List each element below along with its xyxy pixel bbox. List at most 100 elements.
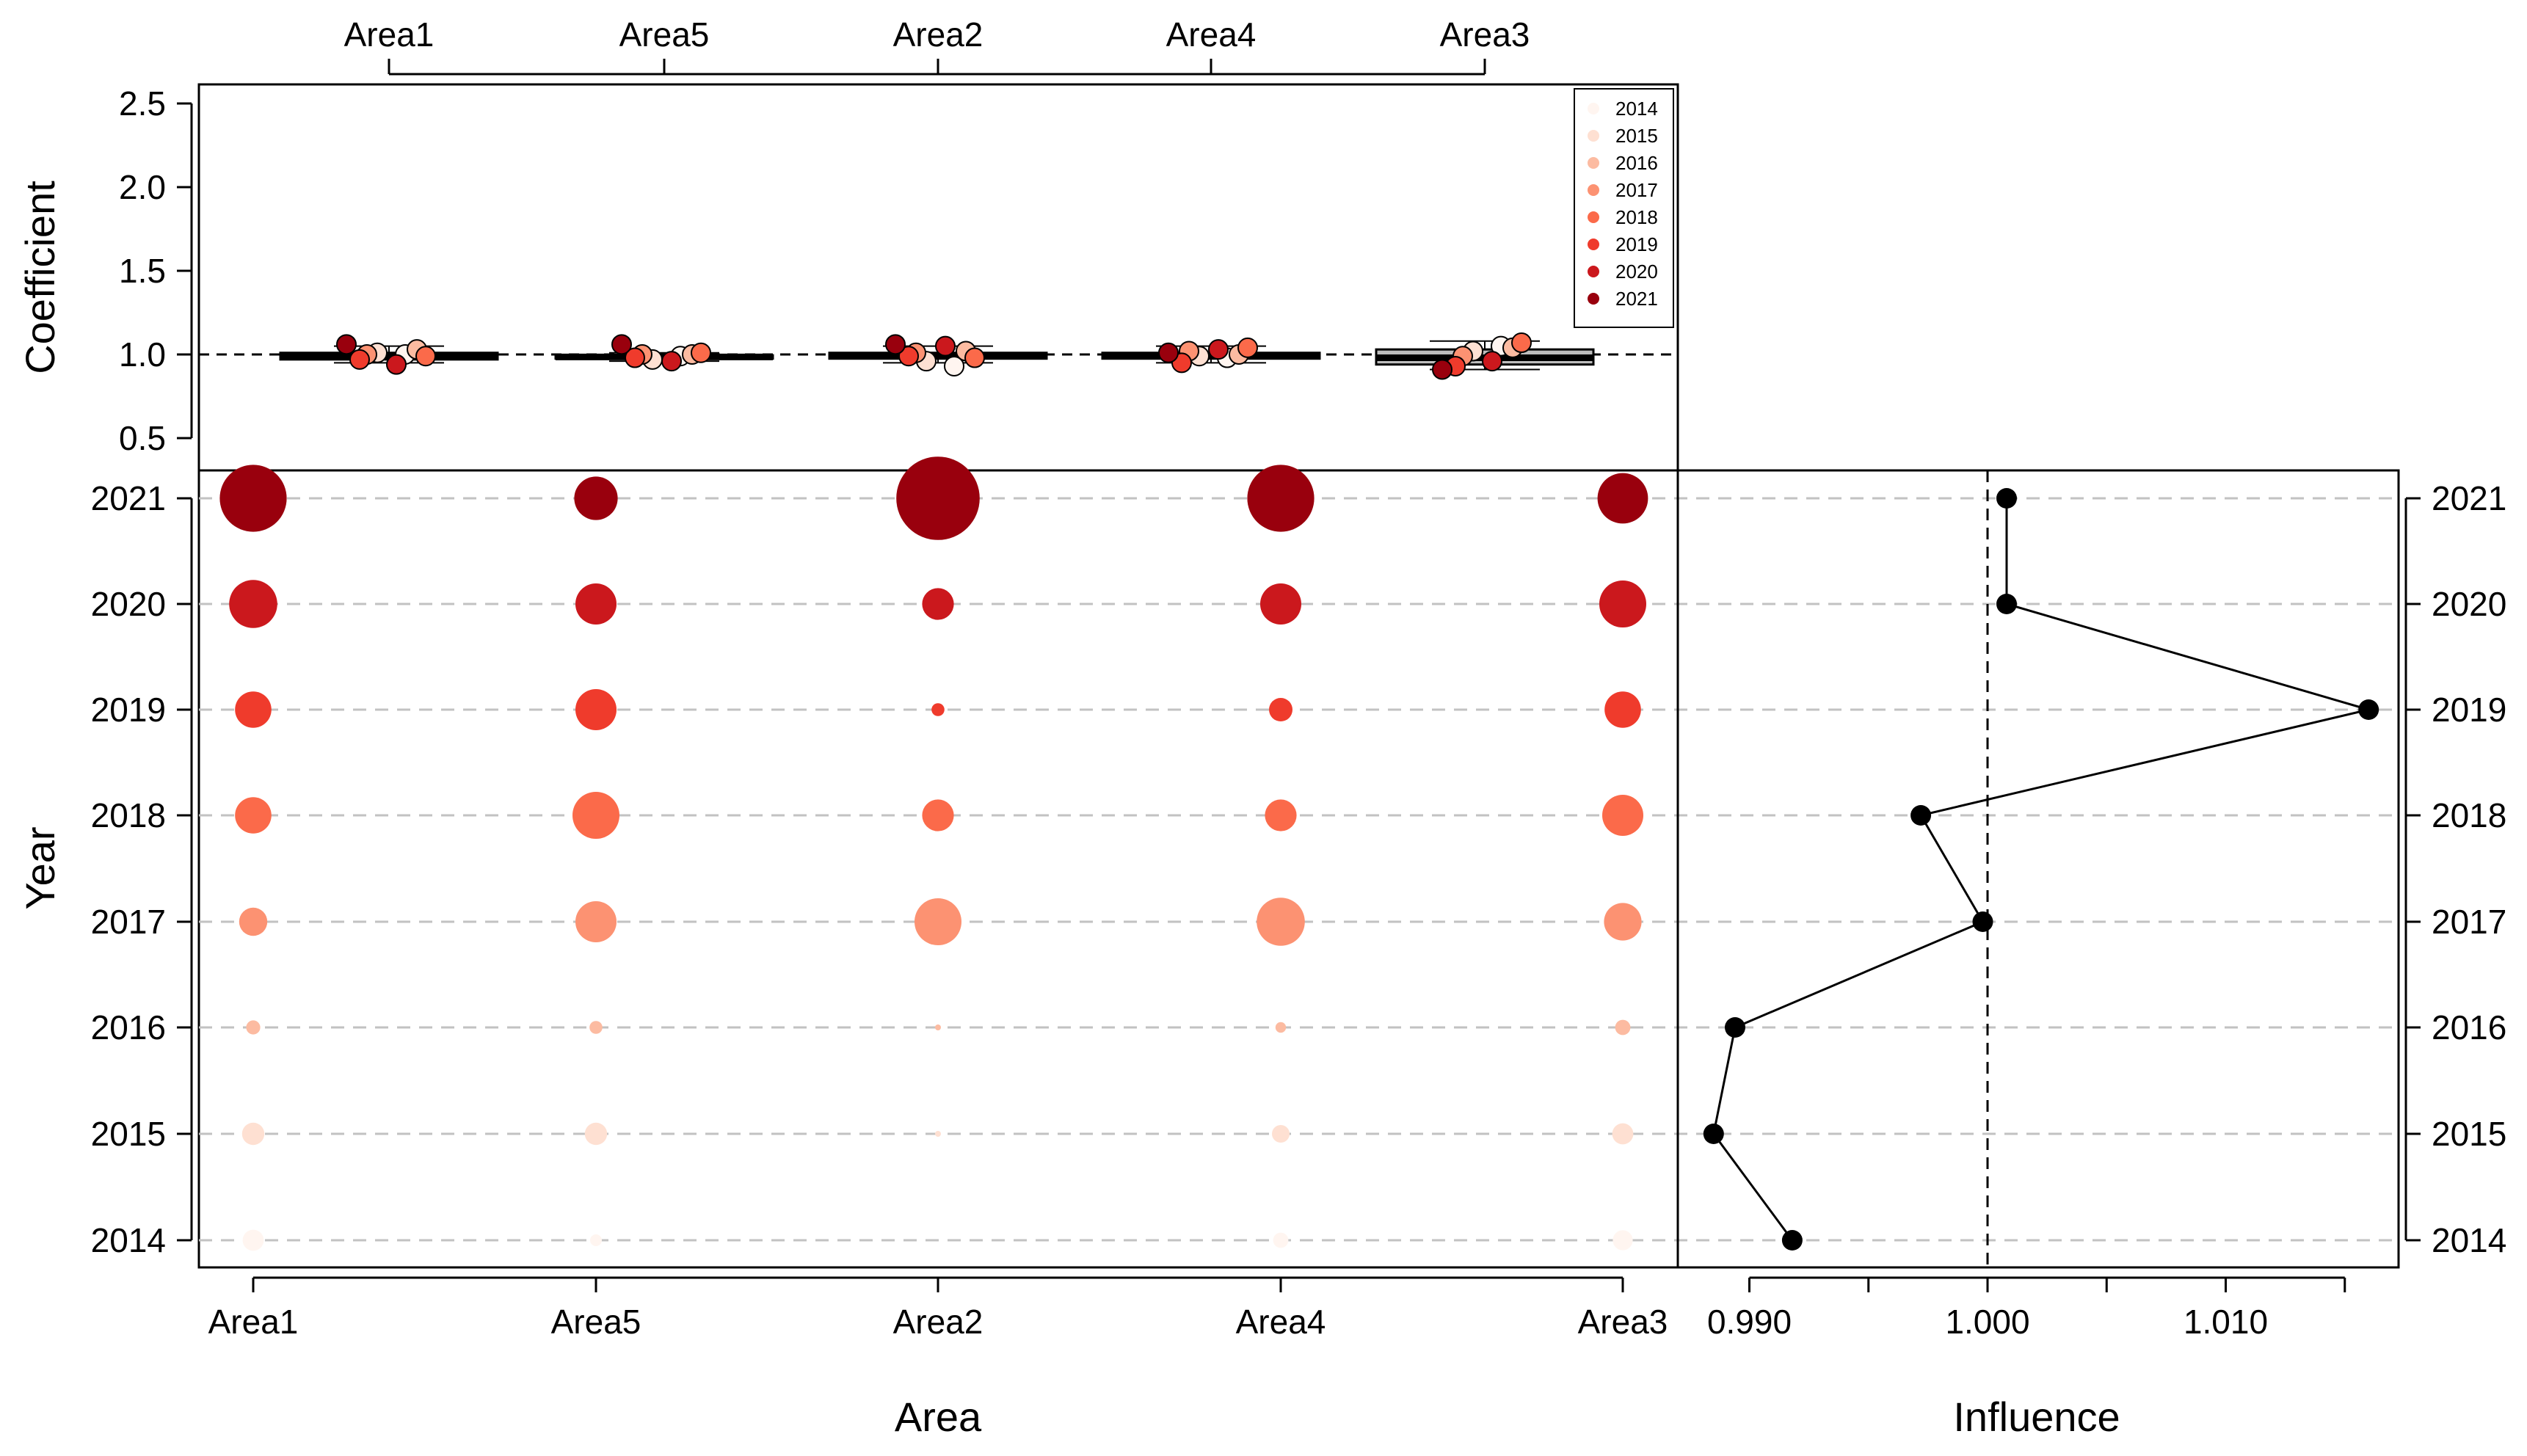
influence-point <box>1725 1017 1745 1038</box>
year-tick-label: 2018 <box>91 796 166 834</box>
area-tick-label: Area2 <box>893 1303 983 1341</box>
area-tick-label: Area4 <box>1236 1303 1326 1341</box>
coefficient-point <box>1237 337 1258 358</box>
coefficient-point <box>691 342 711 363</box>
coefficient-point <box>1482 351 1502 372</box>
influence-point <box>1972 911 1993 932</box>
bubble <box>1597 473 1648 524</box>
bubble <box>239 907 268 936</box>
bubble <box>590 1234 602 1246</box>
coefficient-panel: 0.5 1.0 1.5 2.0 2.5 Coefficient Area1 Area5 Area… <box>17 15 1679 472</box>
influence-point <box>2358 699 2379 720</box>
right-year-tick-label: 2021 <box>2432 479 2506 517</box>
bubble <box>241 1122 265 1146</box>
bubble <box>915 898 961 945</box>
coefficient-point <box>1511 332 1532 354</box>
top-x-tick-label: Area4 <box>1166 15 1257 54</box>
year-axis-title: Year <box>17 826 63 909</box>
bubble <box>1612 1123 1634 1145</box>
influence-x-tick-label: 0.990 <box>1707 1303 1792 1341</box>
coefficient-point <box>625 347 645 368</box>
right-year-tick-label: 2014 <box>2432 1221 2506 1259</box>
bubble <box>246 1020 261 1035</box>
bubble <box>1604 691 1641 728</box>
influence-point <box>1781 1230 1803 1251</box>
legend-swatch <box>1588 103 1599 114</box>
bubble <box>242 1229 264 1251</box>
area-tick-label: Area5 <box>551 1303 641 1341</box>
area-axis-title: Area <box>895 1394 982 1440</box>
bubble <box>1272 1125 1290 1143</box>
bubble <box>896 456 980 540</box>
influence-line <box>1712 498 2374 1241</box>
coefficient-point <box>885 334 906 355</box>
coefficient-point <box>964 347 985 368</box>
bubble <box>931 703 945 716</box>
legend-swatch <box>1588 157 1599 169</box>
bubble <box>575 583 617 625</box>
right-year-tick-label: 2019 <box>2432 691 2506 729</box>
year-tick-label: 2017 <box>91 903 166 941</box>
legend-swatch <box>1588 130 1599 142</box>
bubble <box>1612 1230 1633 1251</box>
bubble <box>1615 1019 1631 1035</box>
influence-x-tick-label: 1.000 <box>1945 1303 2029 1341</box>
legend-label: 2017 <box>1615 179 1658 201</box>
legend-swatch <box>1588 211 1599 223</box>
bubble <box>1599 580 1646 627</box>
legend-label: 2019 <box>1615 233 1658 255</box>
bubble <box>584 1122 608 1146</box>
top-x-tick-label: Area2 <box>893 15 983 54</box>
bubble-panel: 2014 2015 2016 2017 2018 2019 2020 2021 Year Area… <box>17 456 2399 1440</box>
coefficient-point <box>935 335 956 357</box>
bubble <box>1257 898 1305 946</box>
coefficient-point <box>661 351 682 372</box>
bubble <box>1265 799 1297 831</box>
year-tick-label: 2015 <box>91 1115 166 1153</box>
influence-axis-title: Influence <box>1953 1394 2120 1440</box>
top-x-tick-label: Area1 <box>344 15 435 54</box>
legend-label: 2020 <box>1615 261 1658 283</box>
bubble <box>1602 795 1643 836</box>
right-year-tick-label: 2020 <box>2432 585 2506 623</box>
year-tick-label: 2019 <box>91 691 166 729</box>
bubble <box>572 792 619 839</box>
coefficient-point <box>611 334 632 355</box>
influence-point <box>1996 488 2017 509</box>
influence-frame <box>1676 469 2400 1269</box>
right-year-tick-label: 2017 <box>2432 903 2506 941</box>
bubble <box>922 799 954 831</box>
coefficient-point <box>336 334 357 355</box>
influence-point <box>1996 594 2017 614</box>
bubble <box>1260 583 1301 625</box>
bubble <box>235 797 272 834</box>
bubble <box>922 588 954 620</box>
bubble <box>575 901 617 942</box>
influence-x-tick-label: 1.010 <box>2184 1303 2268 1341</box>
top-x-tick-label: Area3 <box>1440 15 1530 54</box>
bubble <box>1247 465 1315 532</box>
coefficient-point <box>1432 359 1452 380</box>
coefficient-y-tick-label: 2.0 <box>119 168 166 206</box>
right-year-tick-label: 2015 <box>2432 1115 2506 1153</box>
coefficient-point <box>898 346 919 367</box>
coefficient-point <box>349 349 370 370</box>
bubble <box>574 476 618 520</box>
bubble <box>235 691 272 728</box>
legend-label: 2016 <box>1615 152 1658 174</box>
legend-swatch <box>1588 266 1599 277</box>
bubble <box>1275 1022 1287 1033</box>
coefficient-point <box>1158 342 1179 363</box>
coefficient-y-tick-label: 0.5 <box>119 419 166 457</box>
bubble <box>575 689 617 730</box>
legend-label: 2015 <box>1615 125 1658 147</box>
influence-point <box>1703 1124 1724 1144</box>
right-year-tick-label: 2018 <box>2432 796 2506 834</box>
area-tick-label: Area1 <box>208 1303 299 1341</box>
influence-point <box>1910 805 1932 826</box>
legend-label: 2018 <box>1615 206 1658 228</box>
coefficient-point <box>1208 339 1229 360</box>
top-x-tick-label: Area5 <box>619 15 710 54</box>
coefficient-point <box>415 346 436 367</box>
coefficient-y-tick-label: 1.0 <box>119 335 166 374</box>
